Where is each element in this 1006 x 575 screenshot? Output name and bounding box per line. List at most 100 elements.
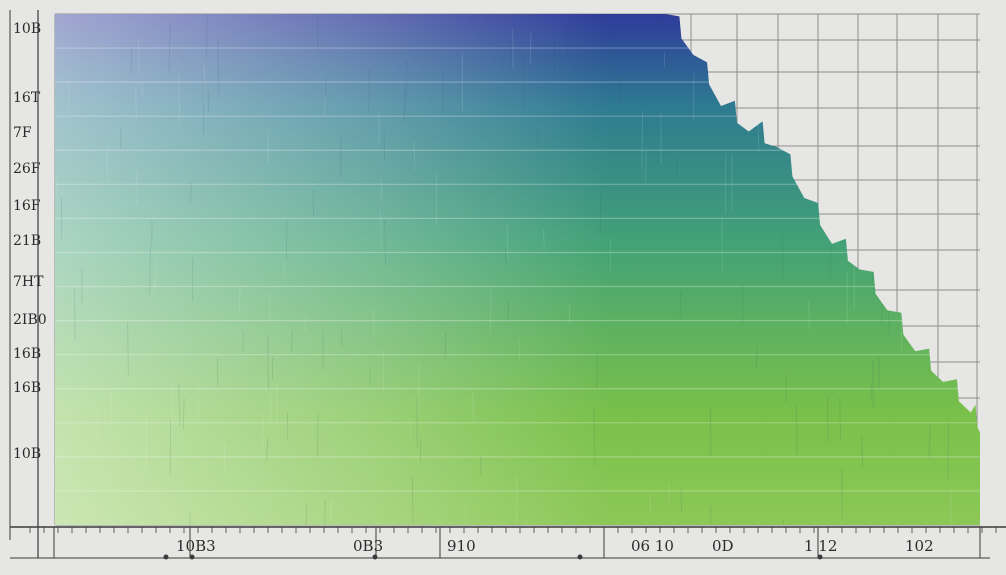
y-tick-label: 26F [13,161,41,177]
y-tick-label: 16B [13,380,41,396]
area-streak [182,398,185,429]
area-streak [959,332,961,359]
area-streak [168,21,171,73]
area-streak [644,150,647,183]
area-streak [409,418,411,441]
area-streak [916,31,919,84]
area-streak [888,297,890,336]
area-streak [127,322,129,375]
area-streak [330,498,332,525]
x-axis-ticks: 10B3 0B3 910 06 10 0D 1 12 102 [176,537,934,555]
area-streak [926,59,928,91]
area-streak [977,21,980,38]
area-streak [267,129,269,164]
area-streak [217,39,220,97]
x-tick-label: 102 [905,537,934,555]
area-streak [659,17,661,34]
area-streak [489,287,492,334]
y-axis-ticks: 10B 16T 7F 26F 16F 21B 7HT 2IB0 16B 16B 10B [13,21,47,462]
area-streak [808,300,810,330]
area-streak [324,77,327,98]
area-highlight [55,14,980,525]
area-streak [596,351,598,389]
area-streak [372,310,375,341]
area-streak [189,510,191,525]
area-streak [675,157,678,181]
area-streak [379,191,382,251]
area-streak [863,99,865,115]
area-streak [283,260,285,279]
area-streak [506,223,509,260]
area-streak [680,488,683,513]
area-streak [413,141,416,171]
area-streak [839,397,842,439]
y-tick-label: 21B [13,233,41,249]
area-streak [380,177,383,201]
x-tick-label: 1 12 [804,537,837,555]
area-streak [268,293,271,324]
x-tick-label: 0B3 [353,537,383,555]
y-tick-label: 16F [13,198,41,214]
area-streak [880,304,883,324]
area-series [55,14,980,525]
area-streak [56,175,58,205]
x-tick-label: 10B3 [176,537,216,555]
area-streak [609,28,612,71]
area-streak [866,233,869,252]
area-streak [875,190,878,217]
area-streak [267,334,270,390]
area-streak [472,391,474,422]
area-streak [205,14,208,58]
area-streak [841,468,843,520]
y-tick-label: 10B [13,21,41,37]
area-streak [707,20,710,47]
area-streak [641,110,644,169]
y-tick-label: 16B [13,346,41,362]
area-streak [543,229,545,250]
area-streak [382,350,385,392]
x-tick-label: 910 [447,537,476,555]
area-streak [96,405,99,444]
area-streak [178,383,181,426]
area-streak [290,330,293,352]
area-streak [741,81,744,109]
area-streak [73,288,76,341]
x-tick-label: 0D [712,537,734,555]
area-streak [964,149,966,167]
area-streak [305,504,307,525]
area-streak [379,192,382,212]
area-streak [529,31,532,65]
area-streak [781,233,784,280]
area-streak [861,434,864,468]
y-tick-label: 16T [13,90,41,106]
area-streak [593,407,596,467]
axis-marker [163,554,169,560]
area-streak [411,476,414,524]
area-streak [135,86,137,119]
axis-marker [817,554,823,560]
area-streak [238,283,241,313]
area-streak [947,422,950,480]
area-streak [269,392,272,421]
area-streak [679,291,682,318]
area-streak [518,337,521,359]
area-streak [216,358,219,387]
area-texture [55,14,980,525]
axis-marker [577,554,583,560]
y-tick-label: 7F [13,125,32,141]
area-streak [928,424,931,458]
area-streak [178,75,181,129]
area-streak [304,315,307,332]
area-streak [507,300,510,321]
area-streak [668,483,670,503]
axes [9,10,1006,560]
area-streak [872,361,874,409]
y-tick-label: 2IB0 [13,312,47,328]
area-streak [383,131,386,161]
area-streak [384,220,387,265]
y-tick-label: 7HT [13,274,44,290]
area-streak [171,386,174,440]
x-tick-label: 06 10 [631,537,674,555]
